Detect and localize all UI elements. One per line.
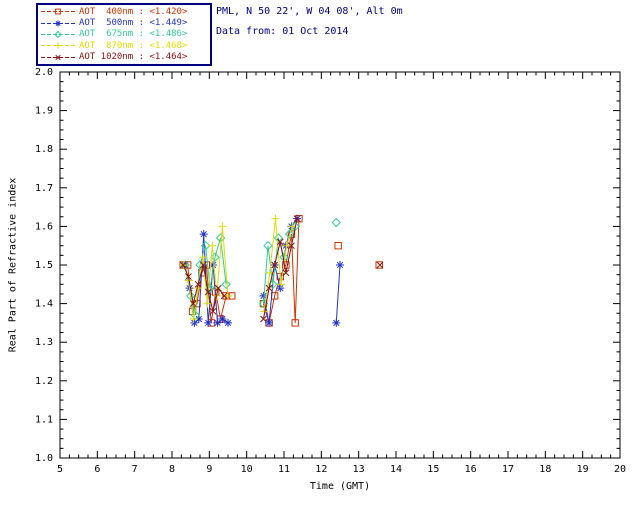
x-tick-label: 15 xyxy=(427,464,439,475)
legend-swatch-icon xyxy=(41,20,75,27)
x-tick-label: 5 xyxy=(57,464,63,475)
x-tick-label: 8 xyxy=(169,464,175,475)
legend: AOT 400nm : <1.420> AOT 500nm : <1.449> AO… xyxy=(36,3,212,66)
y-tick-label: 2.0 xyxy=(35,67,53,78)
series-aot-500nm xyxy=(181,214,344,327)
y-tick-label: 1.9 xyxy=(35,106,53,117)
legend-entry-label: AOT 675nm : <1.486> xyxy=(79,29,188,40)
y-tick-label: 1.6 xyxy=(35,221,53,232)
series-aot-1020nm xyxy=(179,215,384,323)
x-tick-label: 13 xyxy=(353,464,365,475)
y-tick-label: 1.3 xyxy=(35,337,53,348)
y-tick-label: 1.7 xyxy=(35,183,53,194)
x-tick-label: 11 xyxy=(278,464,290,475)
legend-swatch-icon xyxy=(41,54,75,60)
legend-entry-label: AOT 500nm : <1.449> xyxy=(79,18,188,29)
y-tick-label: 1.2 xyxy=(35,376,53,387)
legend-entry: AOT 675nm : <1.486> xyxy=(41,29,207,40)
station-info: PML, N 50 22', W 04 08', Alt 0m xyxy=(216,6,403,17)
x-tick-label: 12 xyxy=(315,464,327,475)
x-tick-label: 6 xyxy=(94,464,100,475)
legend-entry: AOT 1020nm : <1.464> xyxy=(41,52,207,63)
y-tick-label: 1.5 xyxy=(35,260,53,271)
x-tick-label: 17 xyxy=(502,464,514,475)
legend-entry: AOT 870nm : <1.468> xyxy=(41,40,207,51)
y-tick-label: 1.1 xyxy=(35,414,53,425)
legend-entry-label: AOT 870nm : <1.468> xyxy=(79,40,188,51)
legend-entry-label: AOT 1020nm : <1.464> xyxy=(79,52,188,63)
y-tick-label: 1.4 xyxy=(35,299,53,310)
y-axis-label: Real Part of Refractive index xyxy=(7,177,19,353)
x-tick-label: 10 xyxy=(241,464,253,475)
x-axis-label: Time (GMT) xyxy=(309,481,371,492)
x-tick-label: 20 xyxy=(614,464,626,475)
x-tick-label: 9 xyxy=(206,464,212,475)
legend-entry-label: AOT 400nm : <1.420> xyxy=(79,6,188,17)
x-tick-label: 7 xyxy=(132,464,138,475)
x-tick-label: 14 xyxy=(390,464,402,475)
legend-swatch-icon xyxy=(41,8,75,15)
x-tick-label: 18 xyxy=(539,464,551,475)
legend-swatch-icon xyxy=(41,42,75,49)
legend-swatch-icon xyxy=(41,30,75,39)
x-tick-label: 16 xyxy=(465,464,477,475)
legend-entry: AOT 500nm : <1.449> xyxy=(41,18,207,29)
legend-entry: AOT 400nm : <1.420> xyxy=(41,6,207,17)
y-tick-label: 1.8 xyxy=(35,144,53,155)
y-tick-label: 1.0 xyxy=(35,453,53,464)
data-date: Data from: 01 Oct 2014 xyxy=(216,26,349,37)
x-tick-label: 19 xyxy=(577,464,589,475)
